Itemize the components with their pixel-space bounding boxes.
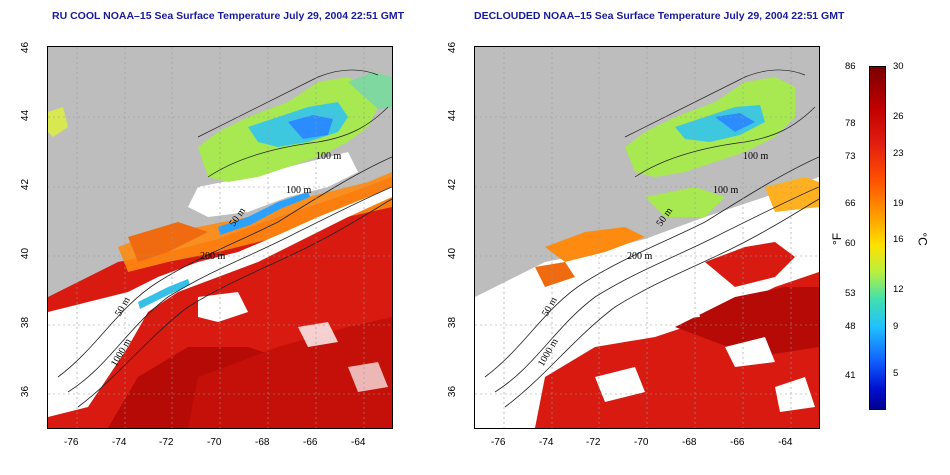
fahrenheit-tick: 41 [845, 370, 856, 381]
celsius-tick: 16 [893, 234, 904, 245]
celsius-tick: 26 [893, 111, 904, 122]
contour-label: 100 m [743, 151, 769, 162]
lat-tick: 42 [447, 178, 459, 191]
fahrenheit-tick: 86 [845, 61, 856, 72]
celsius-tick: 12 [893, 284, 904, 295]
fahrenheit-tick: 73 [845, 151, 856, 162]
celsius-tick: 5 [893, 368, 899, 379]
right-sst-map-image: 100 m 100 m 50 m 200 m 50 m 1000 m [475, 47, 819, 428]
left-sst-map: 100 m 100 m 50 m 200 m 50 m 1000 m [47, 46, 393, 429]
contour-label: 200 m [627, 251, 653, 262]
celsius-tick: 19 [893, 198, 904, 209]
fahrenheit-tick: 66 [845, 198, 856, 209]
lon-tick: -72 [159, 437, 174, 448]
lat-tick: 40 [447, 247, 459, 260]
lon-tick: -64 [351, 437, 366, 448]
contour-label: 100 m [713, 185, 739, 196]
lon-tick: -72 [586, 437, 601, 448]
lat-tick: 36 [447, 385, 459, 398]
lon-tick: -70 [634, 437, 649, 448]
lat-tick: 44 [447, 109, 459, 122]
temperature-colorbar [869, 66, 886, 410]
fahrenheit-tick: 48 [845, 321, 856, 332]
lat-tick: 38 [447, 316, 459, 329]
celsius-tick: 30 [893, 61, 904, 72]
lon-tick: -76 [64, 437, 79, 448]
lat-tick: 38 [20, 316, 32, 329]
lon-tick: -76 [491, 437, 506, 448]
lon-tick: -68 [682, 437, 697, 448]
right-sst-map: 100 m 100 m 50 m 200 m 50 m 1000 m [474, 46, 820, 429]
lon-tick: -68 [255, 437, 270, 448]
celsius-tick: 9 [893, 321, 899, 332]
lon-tick: -70 [207, 437, 222, 448]
left-sst-map-image: 100 m 100 m 50 m 200 m 50 m 1000 m [48, 47, 392, 428]
lat-tick: 46 [20, 41, 32, 54]
celsius-unit-label: °C [915, 232, 930, 246]
lat-tick: 46 [447, 41, 459, 54]
contour-label: 100 m [286, 185, 312, 196]
fahrenheit-unit-label: °F [830, 232, 845, 246]
contour-label: 200 m [200, 251, 226, 262]
lon-tick: -74 [539, 437, 554, 448]
fahrenheit-tick: 60 [845, 238, 856, 249]
lat-tick: 40 [20, 247, 32, 260]
lat-tick: 36 [20, 385, 32, 398]
lon-tick: -64 [778, 437, 793, 448]
fahrenheit-tick: 53 [845, 288, 856, 299]
left-panel-title: RU COOL NOAA–15 Sea Surface Temperature … [52, 10, 405, 22]
contour-label: 100 m [316, 151, 342, 162]
lat-tick: 44 [20, 109, 32, 122]
lon-tick: -74 [112, 437, 127, 448]
lon-tick: -66 [730, 437, 745, 448]
right-panel-title: DECLOUDED NOAA–15 Sea Surface Temperatur… [474, 10, 845, 22]
lat-tick: 42 [20, 178, 32, 191]
celsius-tick: 23 [893, 148, 904, 159]
lon-tick: -66 [303, 437, 318, 448]
fahrenheit-tick: 78 [845, 118, 856, 129]
